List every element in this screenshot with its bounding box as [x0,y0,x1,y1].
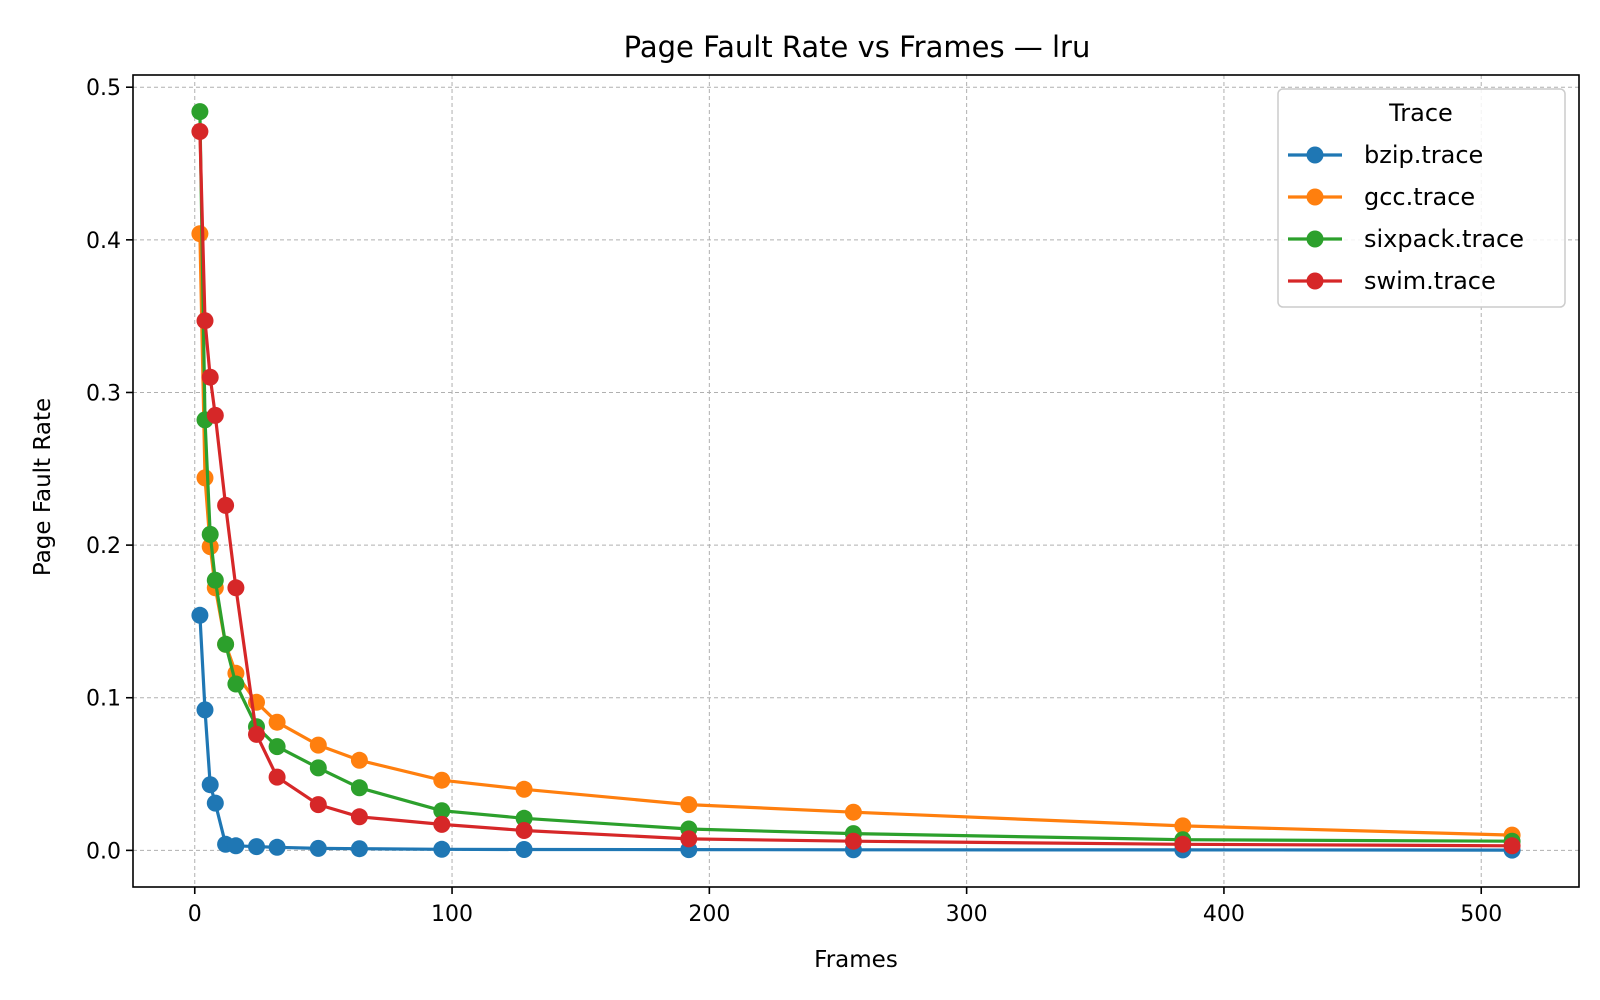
data-point [268,838,286,856]
x-tick-label: 200 [688,902,730,927]
legend-label: gcc.trace [1364,183,1475,211]
data-point [1174,835,1192,853]
y-axis-label: Page Fault Rate [30,398,56,576]
data-point [248,838,265,856]
legend-swatch-marker [1306,230,1324,248]
data-point [433,815,451,833]
legend-swatch-marker [1306,146,1324,164]
plot-frame [132,74,1580,888]
data-point [433,771,451,789]
data-point [844,803,862,821]
legend: Trace bzip.trace gcc.trace sixpack.trace sw… [1277,88,1566,308]
data-point [350,808,368,826]
data-point [268,713,286,731]
legend-item: swim.trace [1288,267,1496,295]
data-point [206,406,224,424]
y-tick-label: 0.4 [86,229,121,254]
y-tick-label: 0.0 [86,839,121,864]
data-point [350,779,368,797]
data-point [191,225,209,243]
data-point [844,832,862,850]
data-point [191,606,209,624]
x-axis-label: Frames [814,947,898,973]
series-line [198,131,1513,848]
data-point [515,780,533,798]
legend-box [1277,88,1566,308]
legend-label: bzip.trace [1364,141,1483,169]
data-point [515,822,533,839]
axis-ticks: 0 100 200 300 400 500 0.0 0.1 0.2 0.3 0.4 0.5 [86,76,1502,927]
data-point [433,802,451,820]
legend-item: sixpack.trace [1288,225,1524,253]
y-tick-label: 0.5 [86,76,121,101]
x-tick-label: 300 [946,902,988,927]
legend-label: swim.trace [1364,267,1496,295]
data-point [217,635,235,653]
data-point [309,839,327,857]
data-point [201,368,219,386]
data-point [268,738,286,756]
y-tick-label: 0.1 [86,687,121,712]
y-tick-label: 0.3 [86,381,121,406]
data-point [680,796,698,814]
data-point [206,571,224,589]
data-point [191,103,209,121]
data-point [196,312,214,330]
data-point [196,469,214,487]
data-point [191,123,209,140]
data-point [433,840,451,858]
data-point [201,776,219,794]
legend-swatch-marker [1306,188,1324,206]
data-point [201,525,219,543]
legend-item: gcc.trace [1288,183,1475,211]
data-point [680,830,698,848]
data-point [309,736,327,754]
y-tick-label: 0.2 [86,534,121,559]
data-point [227,675,245,693]
legend-item: bzip.trace [1288,141,1483,169]
legend-title: Trace [1388,99,1453,127]
data-point [217,496,235,514]
data-point [515,809,533,827]
data-point [1503,837,1521,855]
series-sixpack-trace [191,103,1521,850]
x-tick-label: 100 [431,902,473,927]
legend-label: sixpack.trace [1364,225,1524,253]
data-point [350,751,368,769]
x-tick-label: 500 [1460,902,1502,927]
chart-title: Page Fault Rate vs Frames — lru [624,30,1091,64]
data-point [1174,817,1192,835]
data-point [515,841,533,858]
x-tick-label: 0 [188,902,202,927]
data-point [350,840,368,858]
data-point [309,759,327,777]
data-point [227,837,245,855]
data-point [268,768,286,786]
data-point [206,794,224,812]
legend-swatch-marker [1306,272,1324,290]
data-point [196,701,214,719]
series-line [198,615,1513,852]
data-point [248,725,265,743]
series-group [191,103,1521,859]
grid [133,75,1579,887]
series-line [198,111,1513,843]
series-swim-trace [191,123,1521,855]
data-point [227,579,245,597]
x-tick-label: 400 [1203,902,1245,927]
data-point [309,796,327,814]
